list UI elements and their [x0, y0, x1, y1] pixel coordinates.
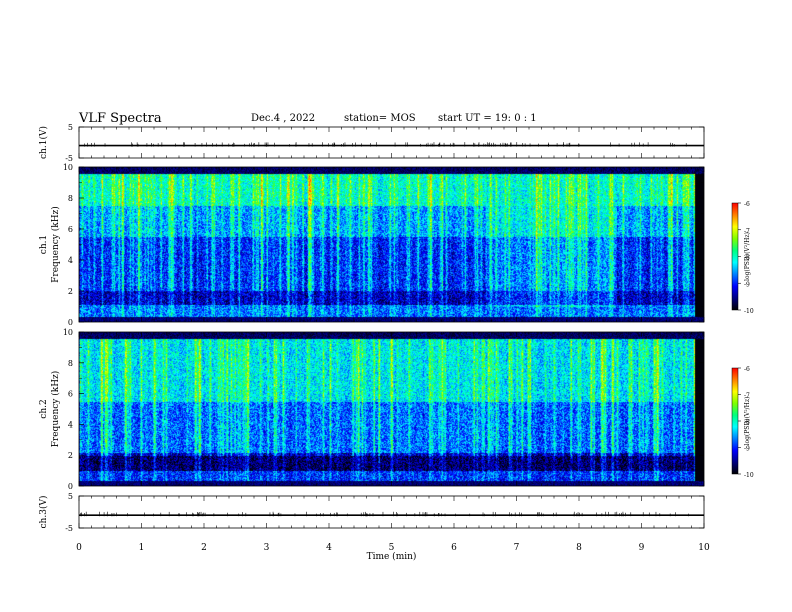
panel-4: 5 -5 ch.3(V)	[38, 492, 705, 533]
y-tick-label: 0	[68, 318, 73, 327]
x-tick-label: 7	[514, 543, 520, 553]
y-tick-label: 6	[68, 225, 73, 234]
x-tick-label: 5	[389, 543, 395, 553]
y-axis-label: ch.3(V)	[38, 496, 49, 529]
colorbar-tick-label: -7	[744, 228, 750, 235]
colorbar-tick-label: -8	[744, 255, 750, 262]
colorbar-tick-label: -6	[744, 201, 750, 208]
x-tick-label: 8	[576, 543, 582, 553]
station-label: station= MOS	[344, 113, 416, 124]
colorbar-tick-label: -9	[744, 281, 750, 288]
x-tick-label: 4	[326, 543, 332, 553]
y-tick-label: 2	[68, 451, 73, 460]
y-tick-label: 2	[68, 287, 73, 296]
spectrogram-ch1	[79, 167, 704, 322]
y-tick-label: 5	[68, 492, 73, 501]
colorbar	[731, 202, 739, 311]
colorbar-label: log(PSD)(V²/Hz)	[744, 397, 751, 446]
y-axis-label: ch.1(V)	[38, 126, 49, 159]
colorbar-tick-label: -10	[744, 472, 754, 479]
y-tick-label: 10	[63, 328, 73, 337]
y-tick-label: 8	[68, 359, 73, 368]
y-tick-label: 4	[68, 420, 73, 429]
colorbar-tick-label: -7	[744, 393, 750, 400]
y-tick-label: -5	[65, 154, 73, 163]
colorbar-tick-label: -8	[744, 419, 750, 426]
x-tick-label: 6	[451, 543, 457, 553]
y-tick-label: 10	[63, 163, 73, 172]
x-tick-label: 10	[698, 543, 710, 553]
colorbar-tick-label: -10	[744, 308, 754, 315]
colorbar-tick-label: -6	[744, 366, 750, 373]
y-tick-label: 4	[68, 256, 73, 265]
y-tick-label: -5	[65, 524, 73, 533]
colorbar-tick-label: -9	[744, 446, 750, 453]
x-tick-label: 0	[76, 543, 82, 553]
x-tick-label: 1	[139, 543, 145, 553]
date-label: Dec.4 , 2022	[251, 113, 316, 124]
y-axis-label: Frequency (kHz)	[50, 371, 61, 448]
x-axis-label: Time (min)	[367, 551, 417, 562]
y-tick-label: 8	[68, 194, 73, 203]
y-tick-label: 5	[68, 123, 73, 132]
y-axis-label: Frequency (kHz)	[50, 206, 61, 283]
panel-2: -6 -7 -8 -9 -10 log(PSD)(V²/Hz) 0 2 4 6 8 10 ch.1 Fre…	[39, 163, 754, 327]
colorbar	[731, 367, 739, 475]
x-tick-label: 9	[639, 543, 645, 553]
spectrogram-ch2	[79, 332, 704, 486]
panel-3: -6 -7 -8 -9 -10 log(PSD)(V²/Hz) 0 2 4 6 8 10 ch.2 Fre…	[39, 328, 754, 491]
y-axis-label: ch.2	[39, 399, 49, 418]
x-tick-label: 2	[201, 543, 207, 553]
figure-title: VLF Spectra	[79, 111, 162, 126]
x-tick-label: 3	[264, 543, 270, 553]
y-axis-label: ch.1	[39, 235, 49, 254]
start-time-label: start UT = 19: 0 : 1	[438, 113, 537, 124]
colorbar-label: log(PSD)(V²/Hz)	[744, 232, 751, 281]
y-tick-label: 6	[68, 390, 73, 399]
y-tick-label: 0	[68, 482, 73, 491]
panel-1: 5 -5 ch.1(V)	[38, 123, 705, 163]
